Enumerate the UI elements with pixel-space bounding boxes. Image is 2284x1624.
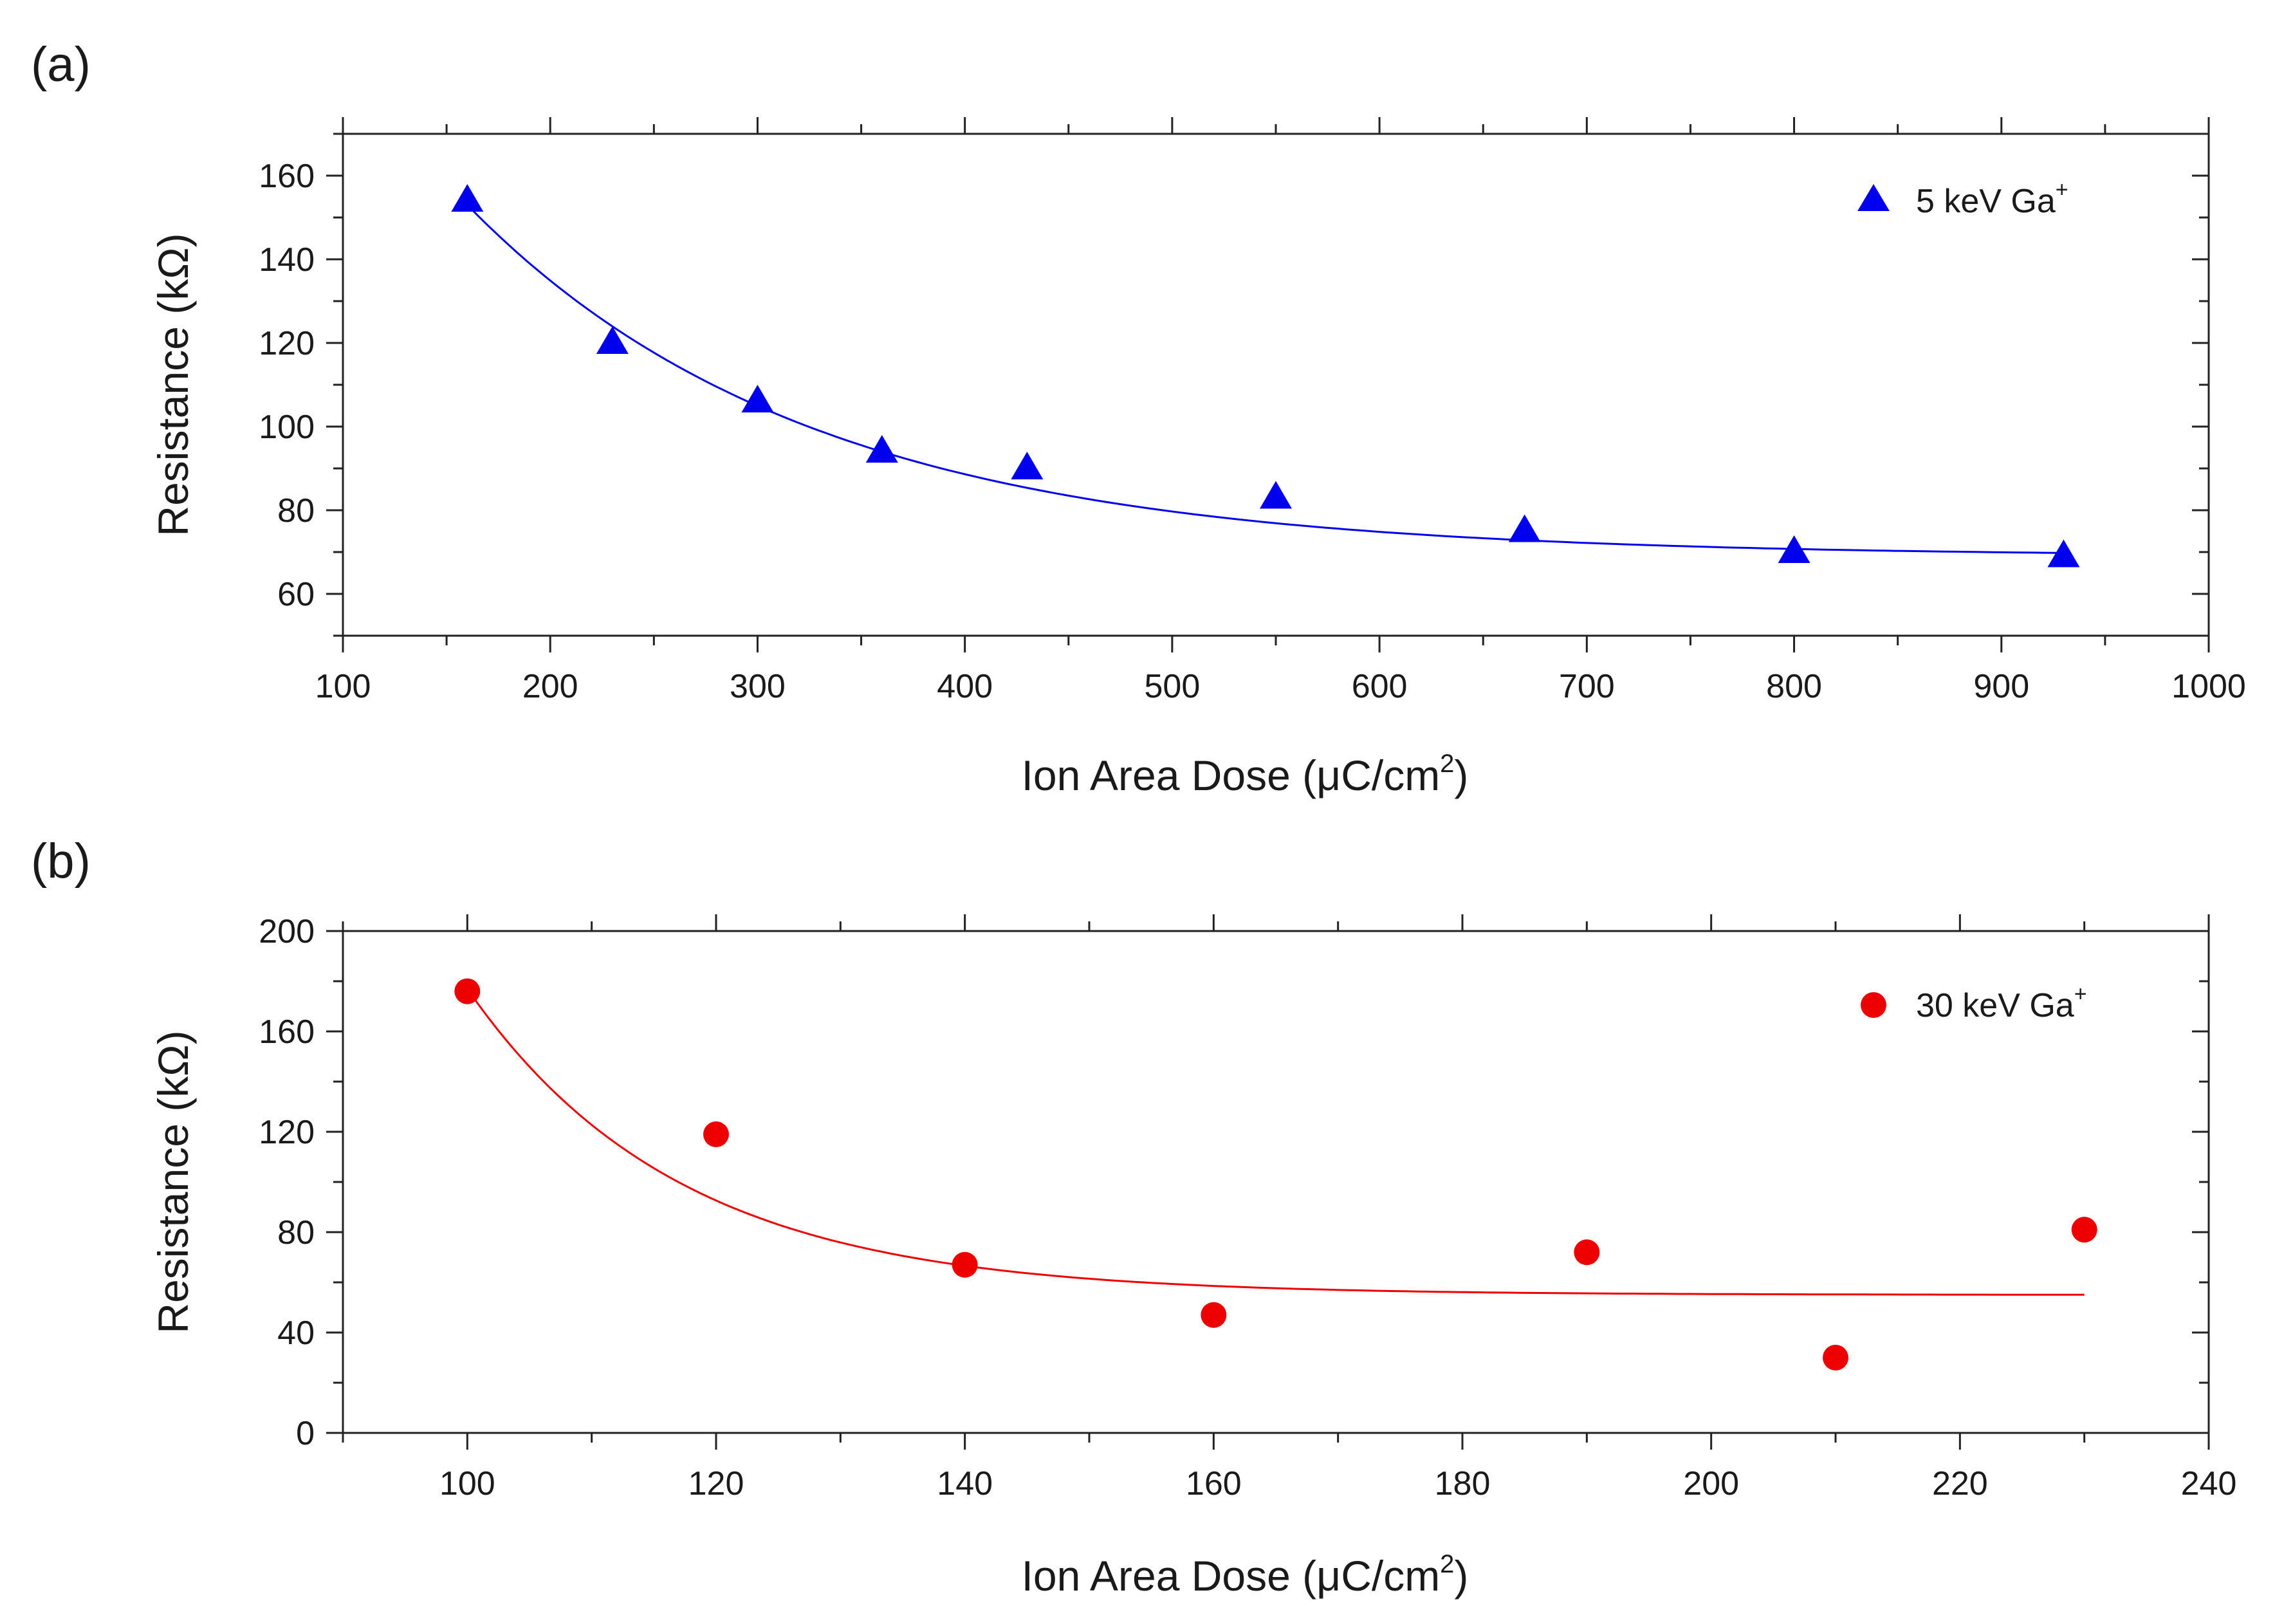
y-tick-label: 200	[259, 913, 315, 950]
data-point	[1508, 514, 1541, 542]
y-tick-label: 40	[277, 1315, 315, 1352]
panel-a-y-axis-label: Resistance (kΩ)	[149, 233, 197, 536]
panel-b-x-axis-label: Ion Area Dose (μC/cm2)	[1022, 1550, 1469, 1600]
x-tick-label: 160	[1186, 1465, 1242, 1502]
data-point	[741, 385, 774, 412]
panel-b-legend: 30 keV Ga+	[1861, 982, 2087, 1024]
x-tick-label: 120	[688, 1465, 744, 1502]
panel-a: (a) 100 200 300 400 500 600 700 800 900 100060801…	[31, 37, 2246, 799]
panel-b-points	[454, 978, 2097, 1370]
panel-b-legend-marker	[1861, 992, 1886, 1018]
x-tick-label: 800	[1766, 668, 1822, 705]
panel-b-tick-labels: 100 120 140 160 180 200 220 240 0 40 80 120 160 200	[259, 913, 2236, 1502]
panel-b-legend-label: 30 keV Ga+	[1916, 982, 2087, 1024]
panel-a-x-axis-label: Ion Area Dose (μC/cm2)	[1022, 750, 1469, 799]
y-tick-label: 140	[259, 241, 315, 279]
y-tick-label: 120	[259, 325, 315, 362]
x-tick-label: 600	[1352, 668, 1408, 705]
data-point	[2047, 539, 2080, 567]
x-tick-label: 400	[937, 668, 993, 705]
x-tick-label: 700	[1559, 668, 1615, 705]
data-point	[1778, 535, 1810, 563]
data-point	[865, 435, 898, 463]
y-tick-label: 120	[259, 1114, 315, 1151]
x-tick-label: 140	[937, 1465, 993, 1502]
y-tick-label: 60	[277, 576, 315, 613]
data-point	[596, 326, 629, 354]
x-tick-label: 500	[1145, 668, 1201, 705]
data-point	[451, 184, 484, 212]
y-tick-label: 160	[259, 1013, 315, 1051]
x-tick-label: 100	[315, 668, 371, 705]
x-tick-label: 180	[1435, 1465, 1491, 1502]
y-tick-label: 80	[277, 492, 315, 530]
panel-b-label: (b)	[31, 834, 91, 889]
x-tick-label: 300	[730, 668, 786, 705]
data-point	[2071, 1217, 2097, 1243]
panel-a-label: (a)	[31, 37, 91, 92]
data-point	[1201, 1302, 1227, 1328]
x-tick-label: 200	[1683, 1465, 1739, 1502]
x-tick-label: 200	[522, 668, 578, 705]
x-tick-label: 240	[2181, 1465, 2237, 1502]
fit-curve	[466, 988, 2085, 1296]
panel-a-tick-labels: 100 200 300 400 500 600 700 800 900 1000 60 80 100 12…	[259, 158, 2246, 705]
panel-a-legend-marker	[1857, 184, 1890, 211]
panel-a-legend: 5 keV Ga+	[1857, 178, 2068, 220]
y-tick-label: 0	[296, 1415, 315, 1452]
data-point	[454, 978, 481, 1004]
x-tick-label: 1000	[2171, 668, 2246, 705]
data-point	[1260, 481, 1292, 509]
y-tick-label: 100	[259, 409, 315, 446]
data-point	[1574, 1239, 1600, 1266]
panel-b: (b) 100 120 140 160 180 200 220 240 0 40 80 120 160 2…	[31, 834, 2236, 1600]
data-point	[1011, 452, 1044, 479]
y-tick-label: 80	[277, 1214, 315, 1251]
panel-b-y-axis-label: Resistance (kΩ)	[149, 1030, 197, 1333]
y-tick-label: 160	[259, 158, 315, 195]
panel-b-fit	[466, 988, 2085, 1296]
x-tick-label: 100	[439, 1465, 495, 1502]
panel-a-points	[451, 184, 2080, 567]
data-point	[703, 1121, 729, 1147]
panel-a-legend-label: 5 keV Ga+	[1916, 178, 2068, 220]
data-point	[1823, 1345, 1848, 1370]
panel-a-ticks	[326, 117, 2210, 652]
x-tick-label: 220	[1932, 1465, 1988, 1502]
panel-b-ticks	[326, 914, 2210, 1450]
data-point	[952, 1251, 978, 1278]
x-tick-label: 900	[1973, 668, 2029, 705]
